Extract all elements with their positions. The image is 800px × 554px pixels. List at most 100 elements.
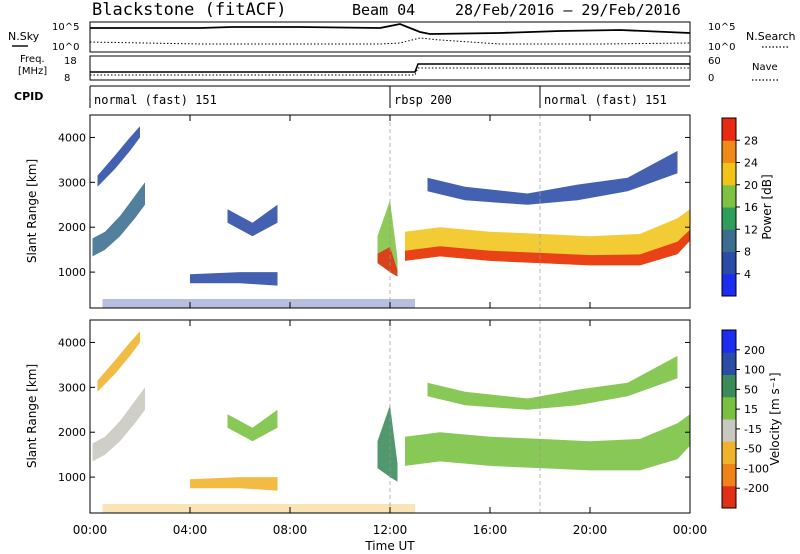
cpid-segment-label: normal (fast) 151 bbox=[544, 93, 667, 107]
colorbar-swatch bbox=[722, 118, 736, 141]
y-tick-label: 2000 bbox=[58, 221, 86, 234]
nsearch-label: N.Search bbox=[746, 30, 796, 43]
nave-trace bbox=[90, 67, 690, 76]
y-tick-label: 4000 bbox=[58, 131, 86, 144]
near-range-scatter-velocity bbox=[102, 504, 415, 513]
colorbar-tick-label: 200 bbox=[744, 344, 765, 357]
colorbar-swatch bbox=[722, 463, 736, 487]
colorbar-swatch bbox=[722, 441, 736, 464]
colorbar-tick-label: 8 bbox=[744, 246, 751, 259]
nsearch-trace bbox=[89, 37, 691, 45]
power-panel: 1000 2000 3000 4000 Slant Range [km] bbox=[25, 114, 691, 309]
colorbar-swatch bbox=[722, 330, 736, 353]
freq-tick-bottom: 8 bbox=[64, 73, 70, 84]
station-title: Blackstone (fitACF) bbox=[92, 0, 286, 20]
nsky-tick-top: 10^5 bbox=[52, 22, 79, 33]
y-tick-label: 3000 bbox=[58, 176, 86, 189]
x-tick-label: 16:00 bbox=[473, 523, 508, 537]
nave-tick-top: 60 bbox=[708, 56, 721, 67]
freq-panel: Freq. [MHz] 18 8 60 0 Nave bbox=[18, 54, 778, 84]
colorbar-tick-label: 12 bbox=[744, 223, 758, 236]
colorbar-swatch bbox=[722, 184, 736, 208]
x-axis-title: Time UT bbox=[364, 539, 415, 553]
colorbar-tick-label: 28 bbox=[744, 134, 758, 147]
colorbar-tick-label: -200 bbox=[744, 482, 769, 495]
velocity-ylabel: Slant Range [km] bbox=[25, 364, 39, 468]
echo-band-power-6 bbox=[427, 150, 678, 205]
beam-label: Beam 04 bbox=[352, 1, 415, 19]
cpid-segment-label: normal (fast) 151 bbox=[94, 93, 217, 107]
near-range-scatter-power bbox=[102, 299, 415, 308]
echo-band-velocity-6 bbox=[427, 355, 678, 410]
nsky-tick-bottom: 10^0 bbox=[52, 42, 79, 53]
echo-band-power-0 bbox=[92, 182, 145, 257]
freq-tick-top: 18 bbox=[64, 56, 77, 67]
colorbar-tick-label: 100 bbox=[744, 364, 765, 377]
power-ylabel: Slant Range [km] bbox=[25, 159, 39, 263]
y-tick-label: 3000 bbox=[58, 381, 86, 394]
echo-band-velocity-2 bbox=[190, 477, 278, 491]
power-colorbar: Power [dB] 28 24 20 16 12 8 4 bbox=[721, 117, 774, 297]
x-axis: 00:00 04:00 08:00 12:00 16:00 20:00 00:00 bbox=[73, 523, 708, 537]
nsearch-tick-bottom: 10^0 bbox=[708, 42, 735, 53]
colorbar-tick-label: 20 bbox=[744, 179, 758, 192]
colorbar-swatch bbox=[722, 485, 736, 509]
velocity-colorbar-title: Velocity [m s⁻¹] bbox=[768, 372, 782, 465]
colorbar-swatch bbox=[722, 273, 736, 297]
colorbar-tick-label: -15 bbox=[744, 423, 762, 436]
y-tick-label: 1000 bbox=[58, 471, 86, 484]
colorbar-swatch bbox=[722, 374, 736, 398]
echo-band-velocity-3 bbox=[227, 409, 278, 442]
nsky-label: N.Sky bbox=[8, 30, 40, 43]
echo-core-power-4 bbox=[377, 247, 398, 277]
nsearch-tick-top: 10^5 bbox=[708, 22, 735, 33]
colorbar-tick-label: 24 bbox=[744, 157, 758, 170]
echo-band-power-1 bbox=[97, 126, 140, 187]
x-tick-label: 20:00 bbox=[573, 523, 608, 537]
colorbar-tick-label: 16 bbox=[744, 201, 758, 214]
colorbar-tick-label: -100 bbox=[744, 462, 769, 475]
freq-unit: [MHz] bbox=[18, 66, 47, 77]
colorbar-swatch bbox=[722, 207, 736, 230]
y-tick-label: 2000 bbox=[58, 426, 86, 439]
x-tick-label: 00:00 bbox=[73, 523, 108, 537]
echo-band-velocity-5 bbox=[405, 414, 690, 471]
velocity-panel: 1000 2000 3000 4000 Slant Range [km] bbox=[25, 319, 691, 514]
echo-band-velocity-4 bbox=[377, 405, 398, 482]
colorbar-tick-label: 4 bbox=[744, 268, 751, 281]
velocity-colorbar: Velocity [m s⁻¹] 200 100 50 15 -15 -50 -100 -20… bbox=[721, 329, 782, 509]
date-range: 28/Feb/2016 – 29/Feb/2016 bbox=[455, 1, 681, 19]
colorbar-swatch bbox=[722, 229, 736, 252]
freq-trace bbox=[90, 63, 690, 73]
cpid-label: CPID bbox=[14, 90, 43, 103]
nave-tick-bottom: 0 bbox=[708, 73, 714, 84]
cpid-segment-label: rbsp 200 bbox=[394, 93, 452, 107]
power-colorbar-title: Power [dB] bbox=[760, 174, 774, 239]
colorbar-swatch bbox=[722, 396, 736, 420]
echo-band-velocity-1 bbox=[97, 331, 140, 392]
colorbar-tick-label: 15 bbox=[744, 403, 758, 416]
echo-band-power-2 bbox=[190, 272, 278, 286]
colorbar-swatch bbox=[722, 140, 736, 163]
x-tick-label: 08:00 bbox=[273, 523, 308, 537]
echo-band-velocity-0 bbox=[92, 387, 145, 462]
echo-core-power-5 bbox=[405, 229, 690, 266]
noise-panel: N.Sky 10^5 10^0 10^5 10^0 N.Search bbox=[8, 21, 796, 53]
x-tick-label: 04:00 bbox=[173, 523, 208, 537]
x-tick-label: 00:00 bbox=[673, 523, 708, 537]
nsky-trace bbox=[90, 23, 691, 35]
colorbar-swatch bbox=[722, 162, 736, 186]
echo-band-power-3 bbox=[227, 204, 278, 237]
x-tick-label: 12:00 bbox=[373, 523, 408, 537]
colorbar-swatch bbox=[722, 419, 736, 442]
nave-label: Nave bbox=[752, 62, 778, 73]
colorbar-tick-label: 50 bbox=[744, 383, 758, 396]
y-tick-label: 4000 bbox=[58, 336, 86, 349]
colorbar-swatch bbox=[722, 251, 736, 275]
y-tick-label: 1000 bbox=[58, 266, 86, 279]
cpid-bar: CPID normal (fast) 151 rbsp 200 normal (fa… bbox=[14, 85, 690, 108]
colorbar-swatch bbox=[722, 352, 736, 375]
colorbar-tick-label: -50 bbox=[744, 443, 762, 456]
freq-label: Freq. bbox=[20, 54, 45, 65]
